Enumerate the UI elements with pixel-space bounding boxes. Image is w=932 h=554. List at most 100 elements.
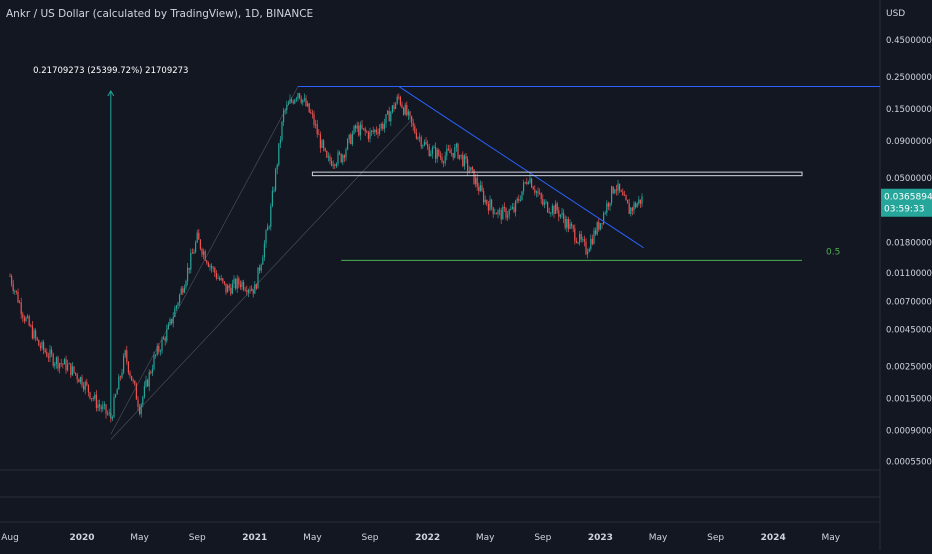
candle-body [19, 302, 21, 304]
candle-body [238, 278, 240, 285]
candle-body [97, 404, 99, 408]
candle-body [460, 154, 462, 156]
candle-body [606, 203, 608, 213]
candle-body [163, 337, 165, 340]
candle-body [532, 187, 534, 190]
candle-body [257, 267, 259, 289]
candle-body [395, 103, 397, 110]
candle-body [612, 186, 614, 194]
candle-body [220, 278, 222, 280]
candle-body [36, 337, 38, 340]
candle-body [311, 113, 313, 115]
candle-body [217, 277, 219, 279]
candle-body [382, 123, 384, 129]
candle-body [263, 243, 265, 258]
candle-body [427, 144, 429, 147]
candle-body [228, 285, 230, 288]
candle-body [399, 97, 401, 105]
candle-body [529, 178, 531, 183]
candle-body [406, 105, 408, 116]
candle-body [148, 372, 150, 387]
candle-body [126, 350, 128, 362]
candle-body [140, 404, 142, 414]
candle-body [172, 316, 174, 324]
candle-body [121, 372, 123, 378]
candle-body [495, 213, 497, 215]
candle-body [249, 289, 251, 291]
candle-body [103, 404, 105, 406]
candle-body [585, 241, 587, 254]
candle-body [87, 384, 89, 393]
candle-body [483, 190, 485, 203]
candle-body [475, 177, 477, 184]
candle-body [73, 366, 75, 373]
candle-body [116, 389, 118, 395]
candle-body [614, 189, 616, 194]
candle-body [196, 232, 198, 243]
candle-body [230, 287, 232, 294]
time-tick: Sep [534, 533, 551, 543]
candle-body [214, 267, 216, 274]
candle-body [372, 130, 374, 132]
candle-body [567, 219, 569, 229]
candle-body [76, 374, 78, 380]
candle-body [318, 134, 320, 135]
candle-body [302, 99, 304, 103]
candle-body [174, 308, 176, 317]
candle-body [99, 404, 101, 407]
candle-body [177, 303, 179, 306]
candle-body [345, 149, 347, 158]
candle-body [281, 121, 283, 141]
candle-body [169, 319, 171, 325]
candle-body [187, 267, 189, 282]
candle-body [279, 140, 281, 144]
candle-body [423, 141, 425, 146]
candle-body [484, 199, 486, 203]
candle-body [422, 145, 424, 147]
candle-body [438, 149, 440, 156]
candle-body [630, 207, 632, 215]
candle-body [28, 316, 30, 326]
candle-body [307, 103, 309, 107]
candle-body [159, 351, 161, 352]
candle-body [131, 375, 133, 381]
candle-body [47, 356, 49, 358]
candle-body [407, 111, 409, 116]
candle-body [435, 147, 437, 159]
candle-body [430, 153, 432, 157]
candle-body [206, 260, 208, 264]
candle-body [481, 185, 483, 191]
candle-body [604, 212, 606, 214]
candle-body [611, 186, 613, 203]
candle-body [361, 124, 363, 129]
candle-body [134, 380, 136, 385]
candle-body [588, 248, 590, 252]
time-axis[interactable]: Aug 2020 May Sep 2021 May Sep 2022 May Sep 2023 May… [1, 533, 841, 543]
candle-body [367, 132, 369, 139]
candle-body [403, 107, 405, 115]
candle-body [404, 105, 406, 115]
candle-body [89, 392, 91, 399]
candle-body [334, 164, 336, 166]
candle-body [308, 103, 310, 113]
candle-body [463, 155, 465, 167]
candle-body [343, 155, 345, 158]
candle-body [139, 406, 141, 414]
candle-body [54, 363, 56, 366]
candle-body [124, 350, 126, 357]
candle-body [129, 372, 131, 376]
candle-body [25, 317, 27, 322]
candle-body [628, 203, 630, 215]
candle-body [555, 203, 557, 214]
candle-body [275, 169, 277, 191]
candle-body [641, 196, 643, 204]
candle-body [441, 157, 443, 162]
candle-body [420, 137, 422, 147]
